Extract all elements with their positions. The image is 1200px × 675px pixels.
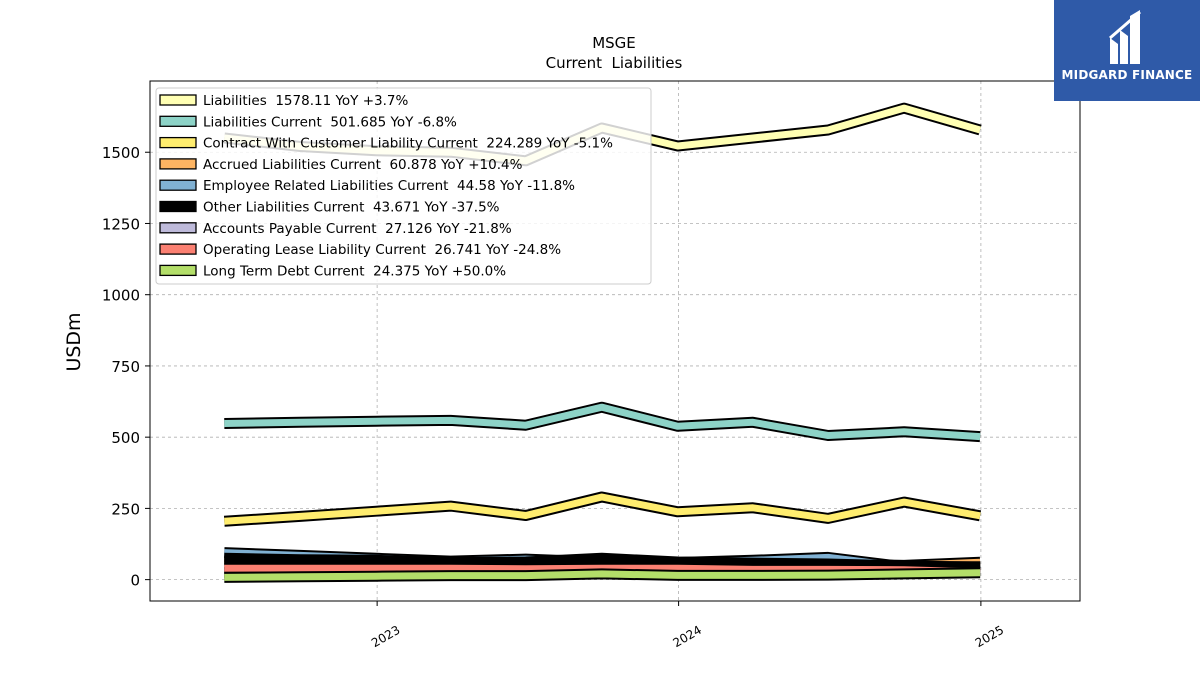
series-line	[224, 569, 981, 581]
y-axis-ticks: 0 250 500 750 1000 1250 1500	[102, 144, 150, 590]
y-tick-label: 0	[130, 572, 140, 590]
series-long-term-debt-current	[224, 567, 981, 583]
x-axis-ticks: 2023 2024 2025	[369, 601, 1006, 650]
legend-swatch	[159, 136, 197, 149]
legend-swatch	[159, 94, 197, 106]
y-tick-label: 250	[111, 500, 140, 518]
series-layer	[223, 102, 982, 583]
y-tick-label: 1000	[102, 287, 140, 305]
series-contract-with-customer-liability-current	[223, 491, 982, 527]
plot-frame	[149, 80, 1081, 602]
legend-swatch	[159, 200, 197, 213]
legend-label: Operating Lease Liability Current 26.741…	[203, 242, 561, 258]
series-line	[224, 493, 981, 525]
legend-swatch	[159, 179, 197, 191]
series-liabilities-current	[224, 401, 981, 443]
series-line	[224, 403, 981, 441]
chart-subtitle: Current Liabilities	[546, 54, 683, 72]
legend-label: Liabilities Current 501.685 YoY -6.8%	[203, 114, 457, 130]
legend-label: Long Term Debt Current 24.375 YoY +50.0%	[203, 263, 506, 279]
legend-label: Employee Related Liabilities Current 44.…	[203, 178, 575, 194]
legend-swatch	[159, 222, 197, 234]
y-tick-label: 750	[111, 358, 140, 376]
legend-swatch	[159, 243, 197, 255]
legend: Liabilities 1578.11 YoY +3.7% Liabilities…	[155, 87, 652, 285]
midgard-logo-icon	[1109, 10, 1141, 64]
x-tick-label: 2023	[369, 623, 402, 650]
y-tick-label: 1250	[102, 215, 140, 233]
legend-label: Contract With Customer Liability Current…	[203, 136, 613, 152]
brand-logo: MIDGARD FINANCE	[1054, 0, 1200, 101]
x-tick-label: 2025	[973, 623, 1006, 650]
legend-label: Accrued Liabilities Current 60.878 YoY +…	[203, 157, 523, 173]
legend-label: Accounts Payable Current 27.126 YoY -21.…	[203, 221, 512, 237]
legend-swatch	[159, 115, 197, 127]
legend-swatch	[159, 264, 197, 277]
chart-title: MSGE	[592, 34, 636, 52]
brand-name: MIDGARD FINANCE	[1061, 68, 1193, 82]
legend-box	[155, 87, 652, 285]
legend-label: Liabilities 1578.11 YoY +3.7%	[203, 93, 408, 109]
y-axis-label: USDm	[63, 312, 85, 371]
legend-swatch	[159, 158, 197, 170]
legend-label: Other Liabilities Current 43.671 YoY -37…	[203, 200, 500, 216]
y-tick-label: 1500	[102, 144, 140, 162]
y-tick-label: 500	[111, 429, 140, 447]
x-tick-label: 2024	[670, 623, 703, 650]
